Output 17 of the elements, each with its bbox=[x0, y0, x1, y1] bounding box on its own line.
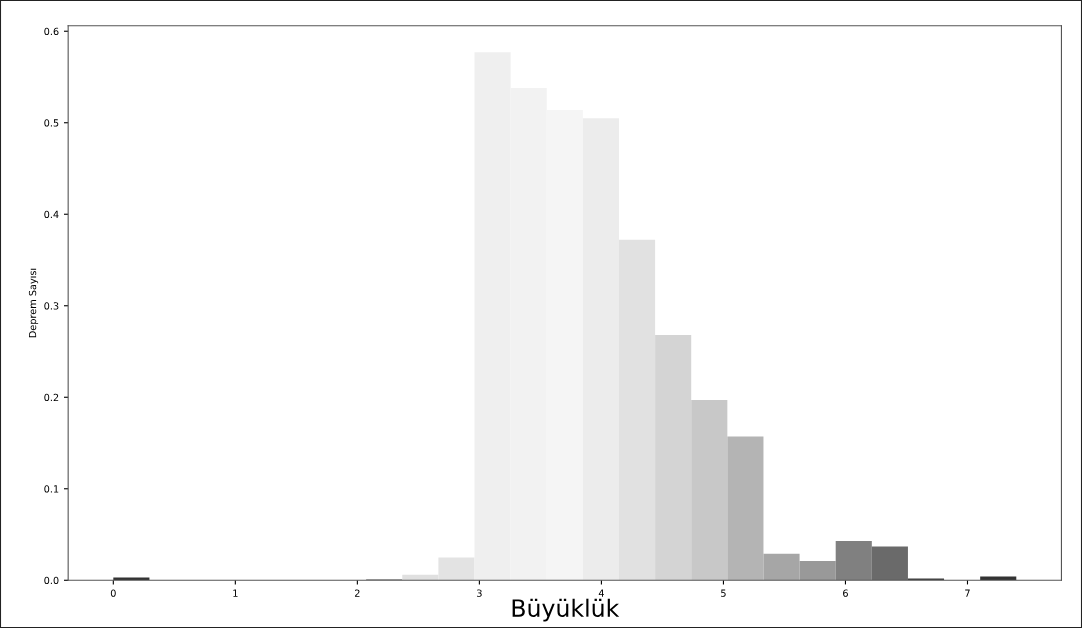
x-tick-label: 3 bbox=[477, 589, 482, 597]
x-tick-label: 7 bbox=[965, 589, 970, 597]
y-tick-label: 0.0 bbox=[44, 576, 59, 585]
y-tick-label: 0.5 bbox=[44, 119, 59, 127]
x-axis-title: Büyüklük bbox=[512, 598, 620, 622]
y-tick-label: 0.4 bbox=[44, 210, 59, 219]
y-tick-label: 0.1 bbox=[44, 485, 59, 493]
x-tick-label: 6 bbox=[843, 589, 848, 597]
x-tick-label: 5 bbox=[721, 589, 726, 597]
x-tick-label: 4 bbox=[598, 589, 604, 597]
x-tick-label: 1 bbox=[233, 589, 238, 597]
y-tick-label: 0.2 bbox=[44, 393, 59, 402]
x-tick-label: 0 bbox=[110, 589, 116, 597]
x-tick-label: 2 bbox=[354, 589, 360, 597]
y-tick-label: 0.3 bbox=[44, 302, 59, 310]
y-tick-label: 0.6 bbox=[44, 27, 59, 36]
y-axis-title: Deprem Sayısı bbox=[28, 268, 39, 338]
